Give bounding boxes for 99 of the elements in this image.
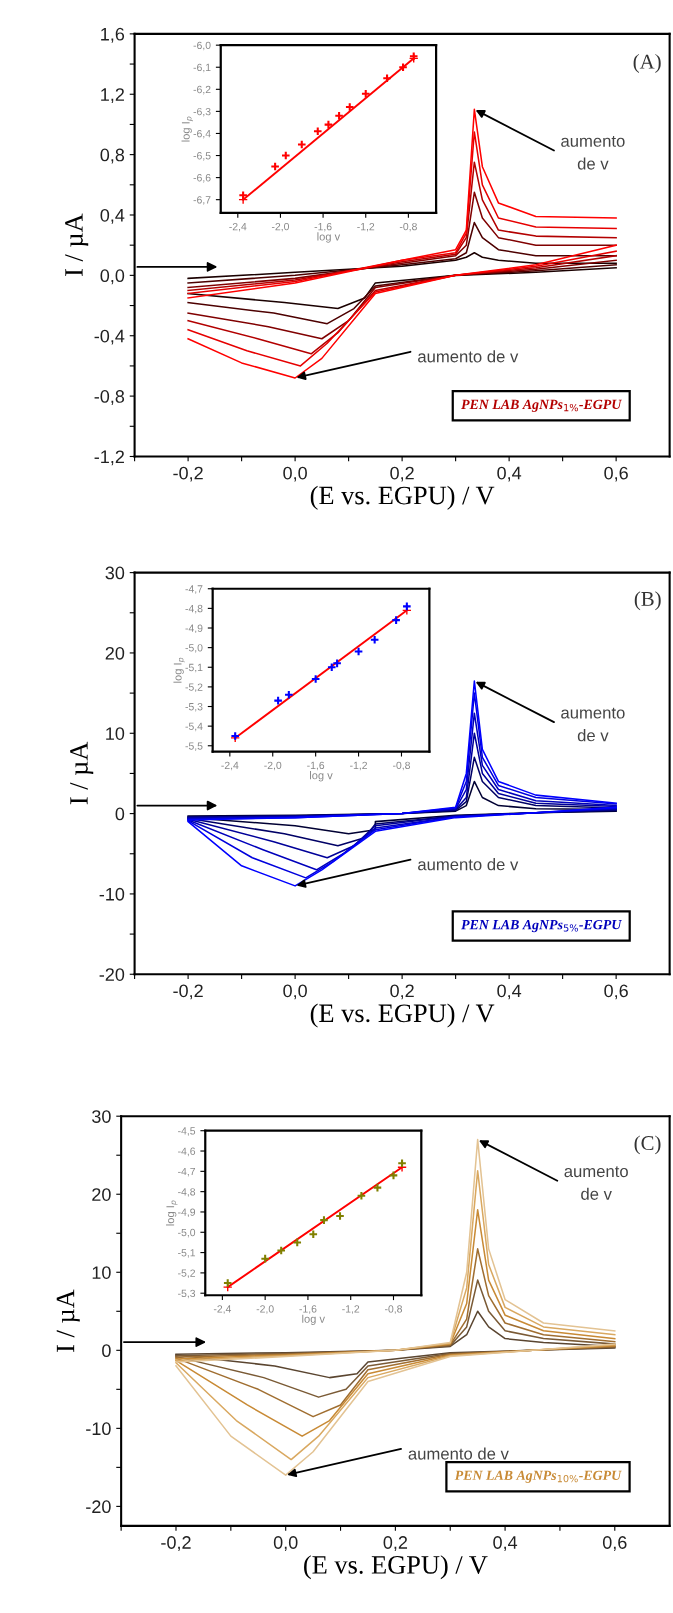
x-tick-label: -1,2 xyxy=(342,1305,360,1314)
x-tick-label: 0,0 xyxy=(273,1536,298,1552)
y-tick-label: -6,6 xyxy=(193,174,211,183)
y-tick-label: -6,3 xyxy=(193,107,211,117)
y-tick-label: -20 xyxy=(86,1500,111,1514)
y-tick-label: 1,2 xyxy=(101,88,124,104)
x-tick-label: -2,0 xyxy=(271,222,290,232)
y-tick-label: -4,8 xyxy=(178,1188,196,1197)
x-axis-title: log v xyxy=(302,1314,325,1326)
y-tick-label: -6,1 xyxy=(193,63,211,73)
y-tick-label: 30 xyxy=(105,566,125,580)
x-axis-title: log v xyxy=(317,232,341,243)
y-tick-label: -5,4 xyxy=(185,722,203,732)
y-tick-label: -10 xyxy=(99,887,125,901)
y-tick-label: -0,4 xyxy=(94,329,125,345)
y-tick-label: -5,2 xyxy=(178,1269,196,1278)
y-tick-label: -5,3 xyxy=(185,703,203,712)
y-tick-label: -5,1 xyxy=(185,663,203,673)
y-tick-label: 20 xyxy=(92,1188,111,1201)
annotation: PEN LAB AgNPs$_{5%}$-EGPU xyxy=(461,919,622,933)
x-tick-label: -0,2 xyxy=(173,984,203,1000)
x-tick-label: -0,2 xyxy=(173,466,203,482)
x-tick-label: 0,4 xyxy=(493,1536,518,1552)
y-tick-label: 1,6 xyxy=(101,27,125,43)
y-tick-label: -6,0 xyxy=(193,41,211,51)
y-tick-label: -4,5 xyxy=(178,1127,196,1136)
annotation: (A) xyxy=(633,54,661,73)
y-tick-label: -4,6 xyxy=(178,1147,196,1157)
y-tick-label: -10 xyxy=(86,1422,111,1436)
y-tick-label: 0 xyxy=(102,1344,111,1358)
y-tick-label: -5,0 xyxy=(178,1228,196,1238)
y-tick-label: 30 xyxy=(92,1110,111,1123)
x-tick-label: 0,2 xyxy=(390,466,414,482)
y-tick-label: -5,0 xyxy=(185,644,203,653)
y-tick-label: -6,5 xyxy=(193,152,211,161)
x-tick-label: 0,6 xyxy=(604,984,628,1000)
x-tick-label: 0,4 xyxy=(497,984,522,1000)
x-tick-label: -2,4 xyxy=(213,1305,232,1314)
y-tick-label: -20 xyxy=(99,968,125,981)
y-tick-label: 10 xyxy=(92,1266,111,1279)
y-axis-title: log I$_{p}$ xyxy=(166,1200,178,1226)
x-tick-label: 0,6 xyxy=(602,1536,627,1552)
x-tick-label: 0,2 xyxy=(383,1536,408,1552)
y-tick-label: -6,7 xyxy=(193,196,211,205)
annotation: PEN LAB AgNPs$_{1%}$-EGPU xyxy=(461,399,622,412)
x-tick-label: -2,4 xyxy=(229,222,247,232)
x-axis-title: log v xyxy=(310,771,333,782)
x-tick-label: -1,2 xyxy=(357,222,375,232)
annotation: aumento de v xyxy=(418,350,519,363)
x-tick-label: -0,8 xyxy=(384,1305,403,1314)
y-tick-label: -4,9 xyxy=(178,1208,196,1218)
x-axis-title: (E vs. EGPU) / V xyxy=(304,1555,488,1580)
y-axis-title: I / µA xyxy=(70,741,94,805)
x-axis-title: (E vs. EGPU) / V xyxy=(310,1003,495,1028)
x-tick-label: -1,6 xyxy=(299,1305,317,1314)
y-axis-title: I / µA xyxy=(56,1289,80,1352)
x-tick-label: -0,8 xyxy=(399,222,417,232)
y-tick-label: -6,2 xyxy=(193,85,211,95)
x-tick-label: -1,6 xyxy=(307,761,325,771)
x-tick-label: -2,0 xyxy=(256,1305,274,1314)
y-tick-label: -4,7 xyxy=(178,1167,196,1177)
x-tick-label: 0,4 xyxy=(497,466,522,482)
annotation: aumento de v xyxy=(561,707,625,742)
y-tick-label: 0,0 xyxy=(100,269,125,285)
y-tick-label: 0,8 xyxy=(100,148,125,164)
x-tick-label: 0,0 xyxy=(283,466,307,482)
y-tick-label: -5,5 xyxy=(185,742,203,751)
x-tick-label: 0,6 xyxy=(604,466,628,482)
x-tick-label: -1,6 xyxy=(314,222,332,232)
annotation: PEN LAB AgNPs$_{10%}$-EGPU xyxy=(454,1470,622,1483)
y-tick-label: -5,3 xyxy=(178,1289,196,1299)
x-tick-label: -1,2 xyxy=(350,761,368,771)
y-tick-label: -6,4 xyxy=(193,129,211,139)
x-tick-label: -0,2 xyxy=(161,1536,191,1552)
y-axis-title: log I$_{p}$ xyxy=(181,116,194,142)
x-axis-title: (E vs. EGPU) / V xyxy=(310,485,495,510)
annotation: aumento de v xyxy=(418,858,519,871)
y-tick-label: -4,9 xyxy=(185,624,203,634)
y-axis-title: I / µA xyxy=(65,213,89,277)
x-tick-label: -2,4 xyxy=(221,761,239,771)
x-tick-label: -0,8 xyxy=(392,761,410,771)
y-tick-label: 0 xyxy=(115,807,125,821)
annotation: aumento de v xyxy=(564,1166,628,1200)
annotation: (C) xyxy=(634,1135,661,1155)
y-tick-label: -4,7 xyxy=(185,585,203,594)
y-tick-label: -0,8 xyxy=(94,390,125,405)
y-tick-label: -1,2 xyxy=(94,450,124,466)
x-tick-label: 0,2 xyxy=(390,984,414,1000)
y-tick-label: -4,8 xyxy=(185,604,203,614)
annotation: aumento de v xyxy=(408,1447,509,1460)
x-tick-label: 0,0 xyxy=(283,984,307,1000)
annotation: aumento de v xyxy=(561,135,625,170)
y-axis-title: log I$_{p}$ xyxy=(173,657,185,683)
y-tick-label: 20 xyxy=(105,646,125,660)
annotation: (B) xyxy=(634,591,661,611)
x-tick-label: -2,0 xyxy=(264,761,282,771)
y-tick-label: -5,2 xyxy=(185,683,203,692)
y-tick-label: -5,1 xyxy=(178,1249,196,1258)
y-tick-label: 10 xyxy=(106,727,125,740)
